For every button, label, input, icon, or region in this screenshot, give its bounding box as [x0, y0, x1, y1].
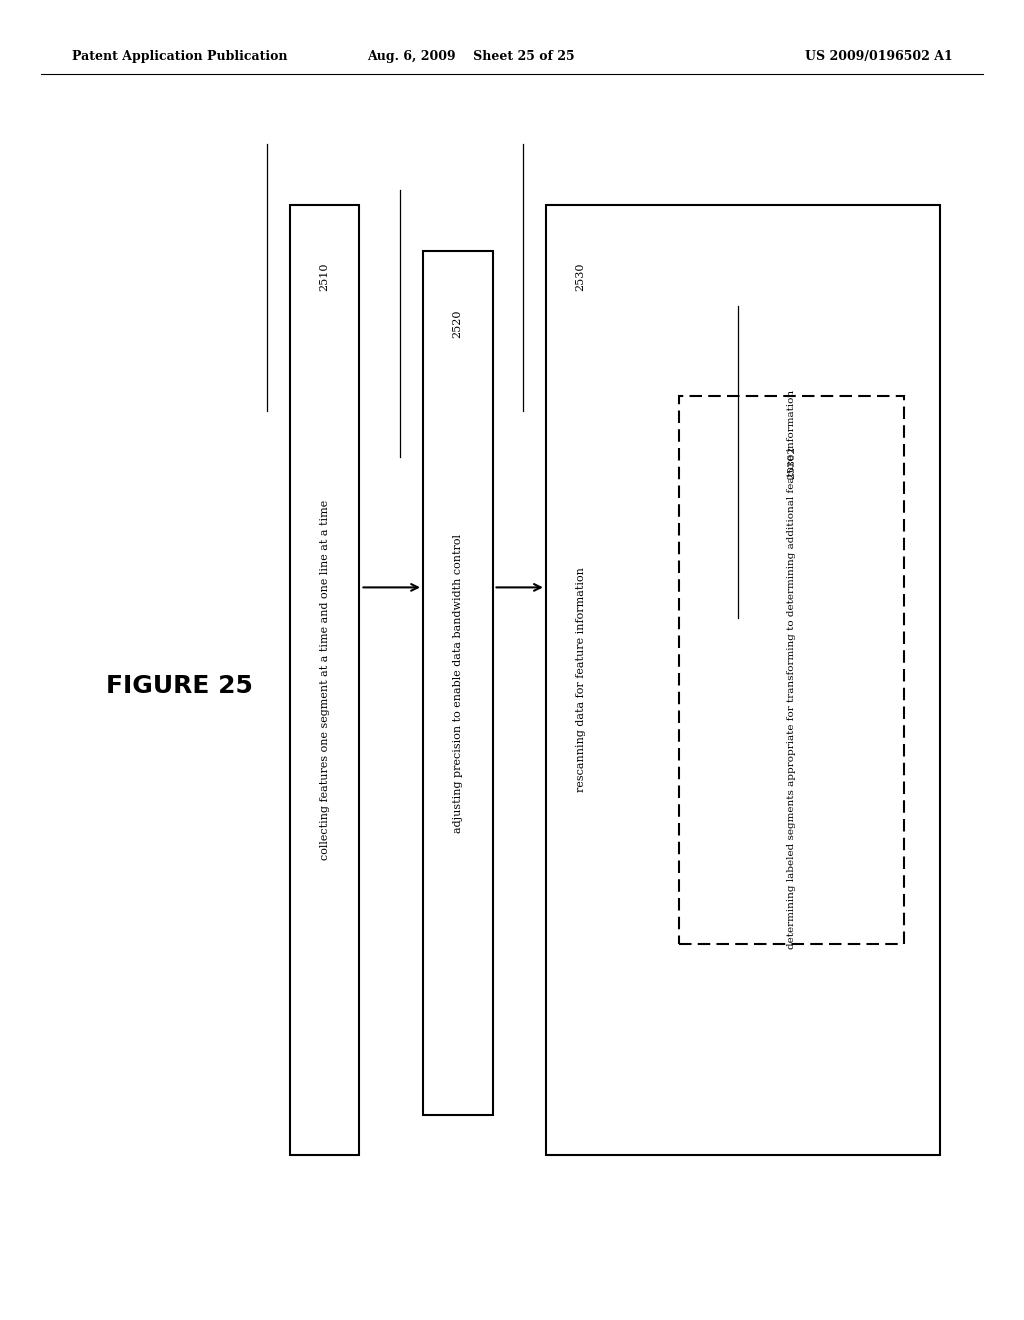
- FancyBboxPatch shape: [423, 251, 493, 1115]
- FancyBboxPatch shape: [546, 205, 940, 1155]
- Text: FIGURE 25: FIGURE 25: [105, 675, 253, 698]
- Text: adjusting precision to enable data bandwidth control: adjusting precision to enable data bandw…: [453, 533, 463, 833]
- Text: Patent Application Publication: Patent Application Publication: [72, 50, 287, 63]
- Text: 25302: 25302: [787, 445, 796, 479]
- Text: 2510: 2510: [319, 263, 330, 292]
- Text: 2520: 2520: [453, 309, 463, 338]
- Text: determining labeled segments appropriate for transforming to determining additio: determining labeled segments appropriate…: [787, 391, 796, 949]
- Text: Aug. 6, 2009    Sheet 25 of 25: Aug. 6, 2009 Sheet 25 of 25: [368, 50, 574, 63]
- FancyBboxPatch shape: [290, 205, 359, 1155]
- Text: 2530: 2530: [575, 263, 586, 292]
- Text: US 2009/0196502 A1: US 2009/0196502 A1: [805, 50, 952, 63]
- FancyBboxPatch shape: [679, 396, 904, 944]
- Text: rescanning data for feature information: rescanning data for feature information: [575, 568, 586, 792]
- Text: collecting features one segment at a time and one line at a time: collecting features one segment at a tim…: [319, 500, 330, 859]
